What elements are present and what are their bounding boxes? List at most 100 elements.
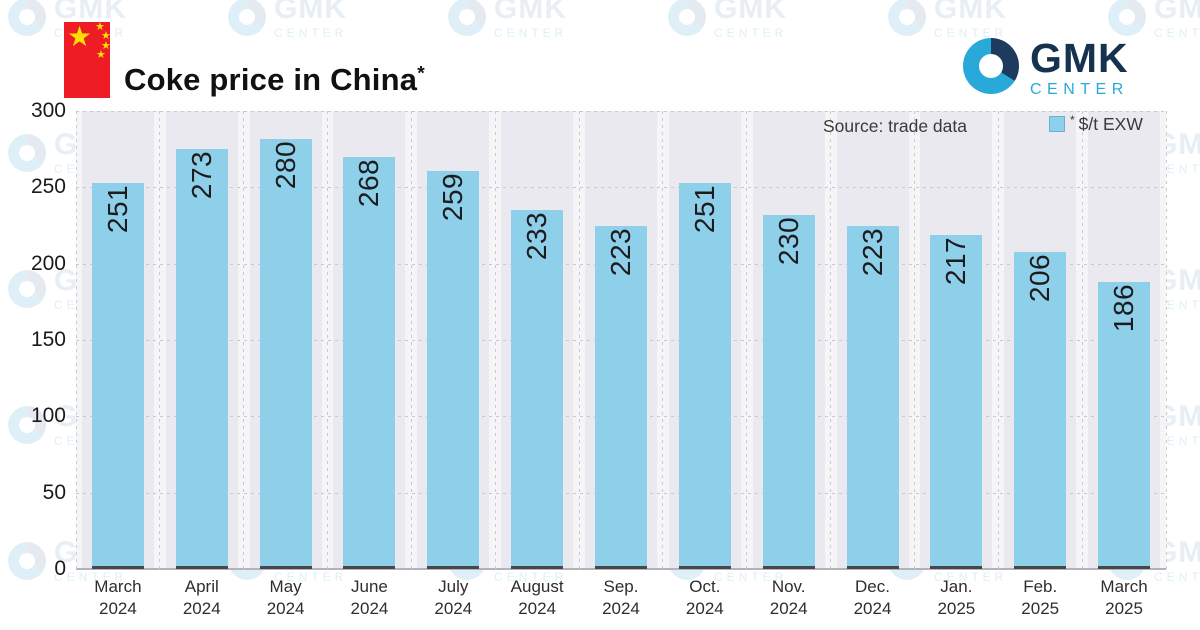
gridline-vertical	[75, 111, 77, 569]
x-tick-year: 2024	[518, 599, 557, 618]
bar-value-label: 251	[101, 184, 133, 233]
gmk-logo-text: GMK CENTER	[1030, 38, 1129, 98]
gridline-vertical	[327, 111, 329, 569]
x-tick-month: June	[351, 577, 388, 596]
x-axis-line	[76, 568, 1166, 570]
bar: 206	[1014, 251, 1067, 569]
y-tick-label: 200	[30, 251, 66, 275]
x-tick-label: Dec. 2024	[831, 576, 915, 620]
gmk-watermark-subname: CENTER	[274, 570, 348, 584]
bar-value-label: 206	[1024, 253, 1056, 302]
y-tick-label: 250	[30, 175, 66, 199]
x-tick-label: May 2024	[244, 576, 328, 620]
y-tick-label: 0	[54, 557, 66, 580]
bar-value-label: 217	[940, 236, 972, 285]
y-tick-label: 300	[30, 99, 66, 122]
gmk-watermark-donut-icon	[8, 0, 46, 36]
bar: 280	[259, 138, 312, 569]
x-tick-label: August 2024	[495, 576, 579, 620]
x-tick-year: 2025	[1105, 599, 1143, 618]
logo-subname: CENTER	[1030, 81, 1129, 98]
china-flag-icon: ★ ★ ★ ★ ★	[64, 22, 111, 98]
y-tick-label: 50	[42, 480, 66, 504]
bar: 268	[343, 156, 396, 569]
x-tick-month: Sep.	[603, 577, 639, 596]
x-tick-month: Oct.	[689, 577, 721, 596]
x-tick-label: March 2025	[1082, 576, 1166, 620]
x-tick-year: 2025	[1021, 599, 1060, 618]
x-tick-year: 2024	[266, 599, 305, 618]
x-axis-labels: March 2024 April 2024 May 2024 June 2024 July 202…	[76, 576, 1166, 620]
bar: 223	[594, 225, 647, 569]
gmk-center-logo: GMK CENTER	[963, 38, 1129, 98]
gridline-vertical	[746, 111, 748, 569]
gmk-watermark-donut-icon	[8, 542, 46, 580]
bar-value-label: 251	[688, 184, 720, 233]
bar-value-label: 280	[269, 140, 301, 189]
gmk-watermark-subname: CENTER	[494, 570, 568, 584]
bar: 223	[846, 225, 899, 569]
x-tick-label: Jan. 2025	[914, 576, 998, 620]
bar-value-label: 230	[772, 216, 804, 265]
chart-column: 251	[76, 111, 160, 569]
bar: 217	[930, 234, 983, 569]
logo-name: GMK	[1030, 35, 1129, 81]
gridline-horizontal	[76, 111, 1166, 112]
x-tick-label: March 2024	[76, 576, 160, 620]
x-tick-year: 2024	[99, 599, 137, 618]
gmk-watermark-donut-icon	[8, 270, 46, 308]
gmk-watermark-subname: CENTER	[1154, 570, 1200, 584]
bar: 233	[511, 210, 564, 569]
bar-value-label: 259	[437, 172, 469, 221]
gmk-watermark-subname: CENTER	[1154, 26, 1200, 40]
gridline-vertical	[410, 111, 412, 569]
bar-value-label: 233	[521, 212, 553, 261]
gmk-watermark-donut-icon	[888, 0, 926, 36]
chart-column: 273	[160, 111, 244, 569]
gridline-vertical	[243, 111, 245, 569]
gmk-watermark-subname: CENTER	[934, 570, 1008, 584]
bar: 251	[91, 182, 144, 569]
x-tick-label: Oct. 2024	[663, 576, 747, 620]
gridline-vertical	[997, 111, 999, 569]
title-asterisk: *	[417, 63, 425, 85]
bar-value-label: 273	[185, 151, 217, 200]
gmk-watermark-name: GMK	[934, 0, 1007, 25]
gmk-watermark-name: GMK	[1154, 0, 1200, 25]
x-tick-label: April 2024	[160, 576, 244, 620]
x-tick-year: 2024	[602, 599, 640, 618]
gmk-watermark-name: GMK	[714, 0, 787, 25]
gmk-watermark-name: GMK	[494, 0, 567, 25]
gmk-watermark-donut-icon	[8, 134, 46, 172]
flag-small-star-icon: ★	[101, 30, 111, 42]
gmk-watermark-donut-icon	[668, 0, 706, 36]
x-tick-year: 2024	[434, 599, 473, 618]
gmk-watermark-subname: CENTER	[54, 570, 128, 584]
page-title-text: Coke price in China	[124, 61, 418, 97]
page-title: Coke price in China*	[124, 62, 425, 98]
x-tick-label: Feb. 2025	[998, 576, 1082, 620]
gmk-watermark-subname: CENTER	[934, 26, 1008, 40]
legend-swatch	[1049, 116, 1065, 132]
x-tick-month: April	[184, 577, 219, 596]
gmk-watermark-subname: CENTER	[714, 570, 788, 584]
x-tick-month: July	[438, 577, 469, 596]
bar: 273	[175, 149, 228, 569]
x-tick-month: Nov.	[771, 577, 806, 596]
x-tick-label: July 2024	[411, 576, 495, 620]
x-tick-month: March	[94, 577, 142, 596]
gmk-watermark-donut-icon	[228, 0, 266, 36]
gmk-watermark-name: GMK	[54, 0, 127, 25]
gridline-vertical	[913, 111, 915, 569]
x-tick-label: Nov. 2024	[747, 576, 831, 620]
x-tick-month: August	[510, 577, 564, 596]
